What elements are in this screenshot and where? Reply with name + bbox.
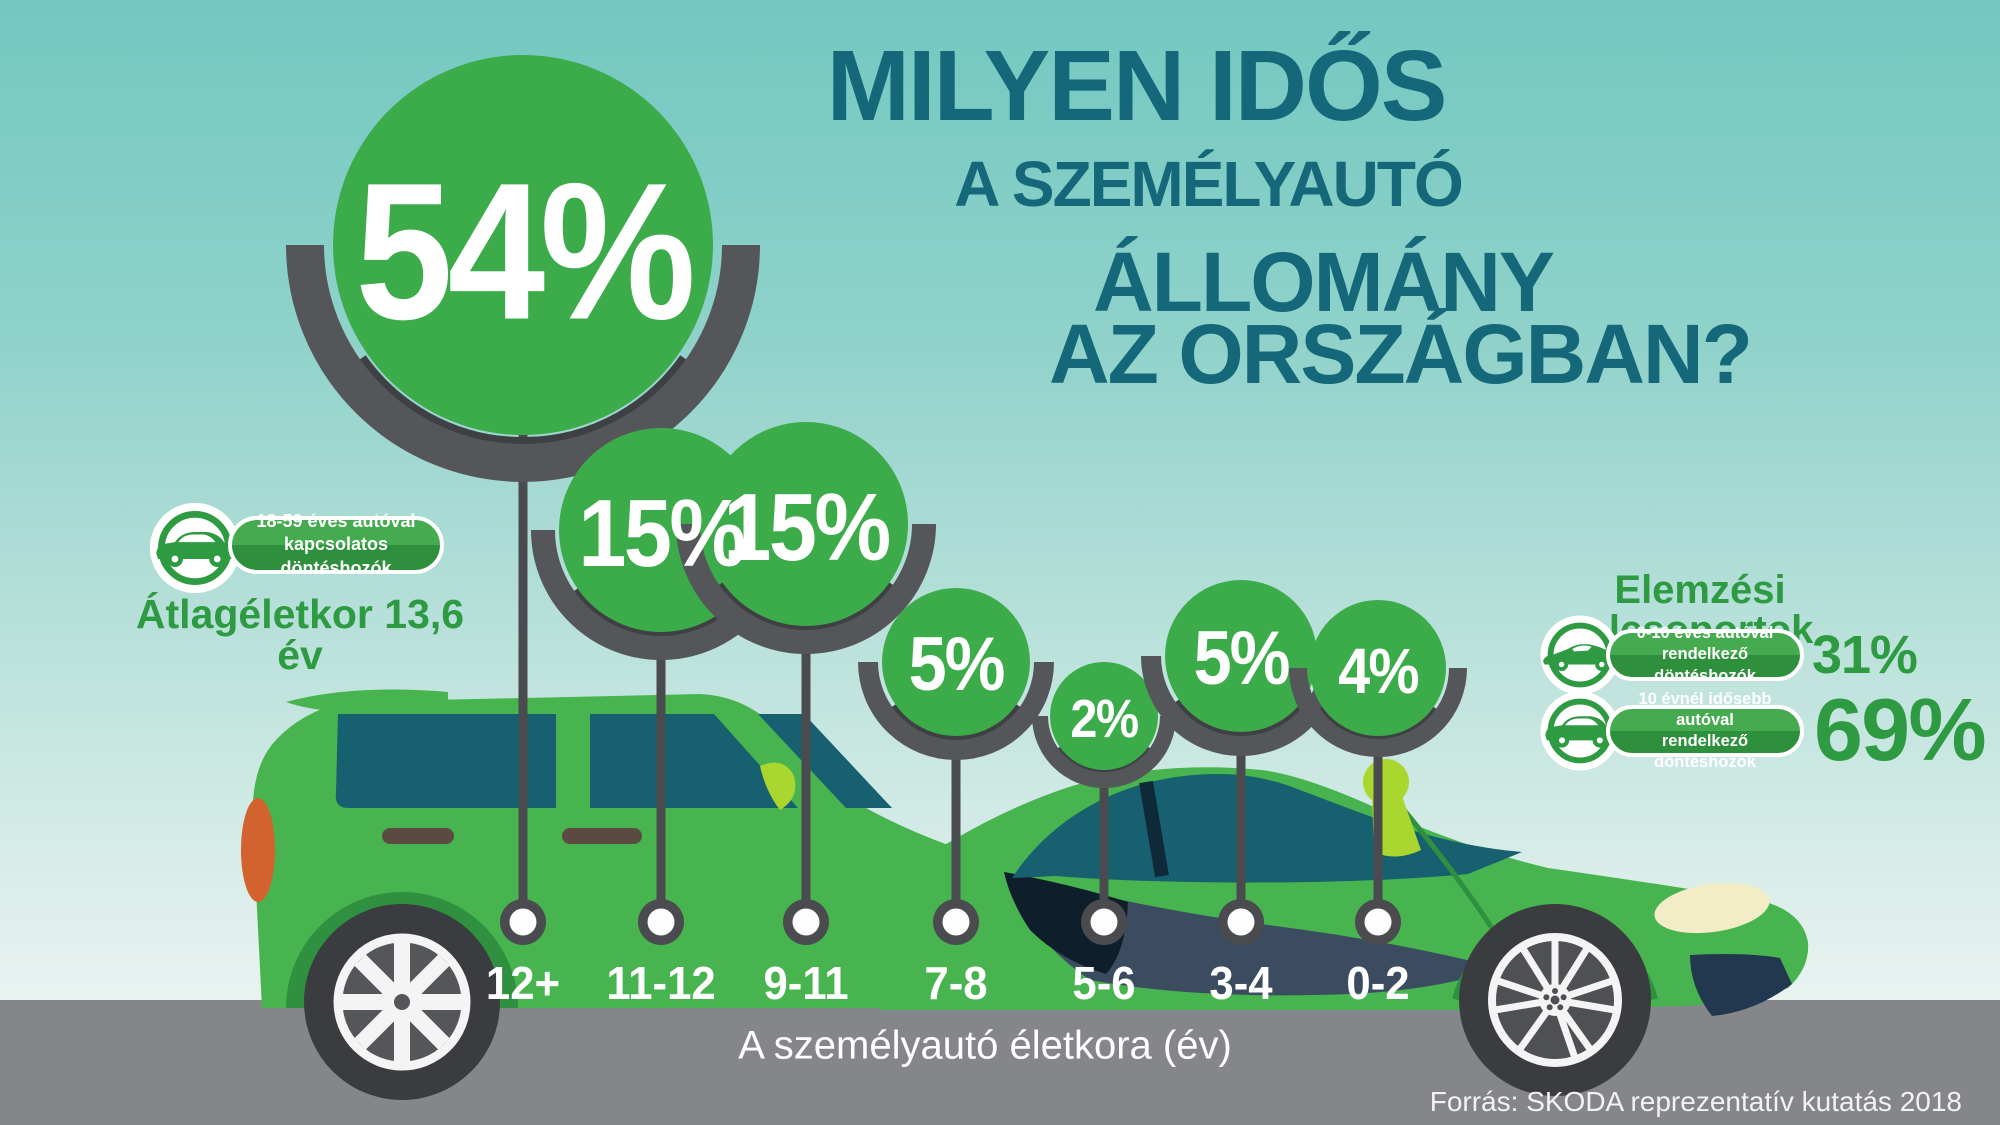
headlight [1654, 882, 1770, 934]
new-car-subgroup-icon [1540, 615, 1621, 695]
subgroup-old-line2: rendelkező döntéshozók [1654, 732, 1756, 772]
audience-badge: 18-59 éves autóval kapcsolatos döntéshoz… [228, 511, 444, 578]
wing-mirror [760, 762, 796, 810]
balloon-value-5-6: 2% [1070, 689, 1139, 749]
subgroup-old-line1: 10 évnél idősebb autóval [1638, 689, 1772, 729]
balloon-value-9-11: 15% [723, 474, 891, 581]
pin-label-0-2: 0-2 [1346, 957, 1410, 1009]
old-car-windshield [758, 714, 892, 808]
subgroup-new-line2: rendelkező döntéshozók [1654, 645, 1756, 685]
balloon-0-2 [1289, 600, 1467, 945]
balloon-value-11-12: 15% [578, 480, 746, 587]
bubble [333, 55, 713, 435]
bubble [1165, 580, 1317, 732]
pin-label-11-12: 11-12 [606, 957, 716, 1009]
balloon-value-3-4: 5% [1193, 616, 1291, 701]
subgroup-old-value: 69% [1814, 680, 1987, 779]
title-line-1: MILYEN IDŐS [826, 30, 1448, 142]
x-axis-title: A személyautó életkora (év) [738, 1023, 1232, 1068]
audience-badge-line2: kapcsolatos döntéshozók [280, 534, 392, 578]
cup [1032, 715, 1176, 788]
balloon-value-0-2: 4% [1338, 635, 1420, 707]
taillight [241, 798, 275, 902]
rear-door-handle [382, 828, 454, 844]
bubble [704, 422, 908, 626]
pin-label-7-8: 7-8 [924, 957, 988, 1009]
balloon-7-8 [858, 588, 1054, 945]
balloon-value-12plus: 54% [355, 142, 696, 361]
pin-label-5-6: 5-6 [1072, 957, 1136, 1009]
pin-label-12plus: 12+ [485, 957, 561, 1009]
old-car-spoiler [286, 689, 448, 712]
old-car-front-window [590, 714, 798, 808]
bubble [1050, 662, 1158, 770]
cup [286, 244, 760, 482]
balloon-value-7-8: 5% [908, 622, 1006, 707]
subgroup-badge-old: 10 évnél idősebb autóval rendelkező dönt… [1606, 690, 1804, 771]
door-opening-shadow [1004, 872, 1128, 974]
front-bumper [1690, 954, 1792, 1016]
balloon-12plus [286, 55, 760, 945]
cup [858, 661, 1054, 760]
pin-label-9-11: 9-11 [763, 957, 849, 1009]
balloon-5-6 [1032, 662, 1176, 945]
cup [1289, 667, 1467, 757]
title-line-4: AZ ORSZÁGBAN? [1049, 307, 1753, 401]
subgroup-new-value: 31% [1812, 625, 1918, 685]
subgroup-badge-new: 0-10 éves autóval rendelkező döntéshozók [1606, 624, 1804, 685]
bubble [1310, 600, 1446, 736]
pin-label-3-4: 3-4 [1209, 957, 1273, 1009]
door-seam [1402, 808, 1495, 930]
cup [676, 523, 936, 654]
new-car-wheel [1459, 904, 1651, 1096]
front-door-handle [562, 828, 642, 844]
new-car-b-pillar [1139, 780, 1169, 878]
old-car-rear-window [335, 714, 556, 808]
balloon-9-11 [676, 422, 936, 945]
subgroup-new-line1: 0-10 éves autóval [1636, 624, 1774, 643]
old-car-wheel [304, 904, 500, 1100]
title-line-2: A SZEMÉLYAUTÓ [954, 148, 1463, 220]
source-note: Forrás: SKODA reprezentatív kutatás 2018 [1429, 1086, 1962, 1117]
title-line-3: ÁLLOMÁNY [1093, 235, 1555, 329]
bubble [882, 588, 1030, 736]
balloon-3-4 [1141, 580, 1341, 945]
audience-badge-line1: 18-59 éves autóval [256, 511, 416, 532]
average-age-note: Átlagéletkor 13,6 év [135, 591, 465, 678]
